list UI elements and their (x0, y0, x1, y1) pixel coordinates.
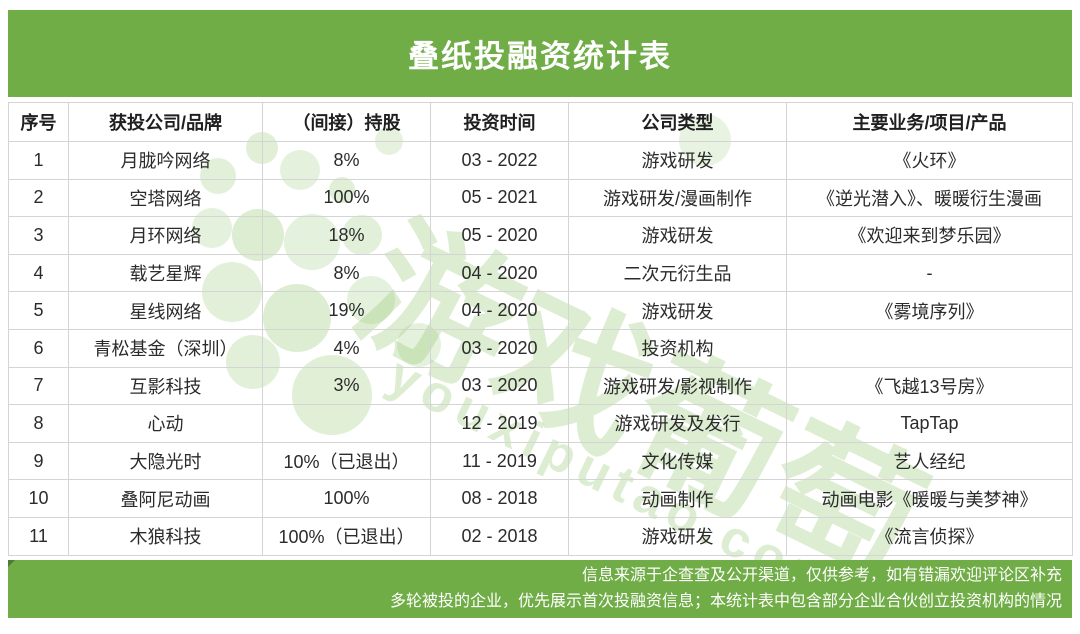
table-cell: 18% (262, 216, 431, 255)
table-row: 8 心动 12 - 2019 游戏研发及发行 TapTap (8, 404, 1073, 443)
table-cell: 投资机构 (568, 328, 787, 368)
table-cell: 《火环》 (786, 141, 1073, 180)
table-cell: 游戏研发 (568, 141, 787, 180)
table-cell: 《流言侦探》 (786, 516, 1073, 556)
table-cell: 1 (8, 141, 69, 180)
column-header: 序号 (8, 102, 69, 142)
column-header: 投资时间 (430, 102, 569, 142)
table-cell: 3 (8, 216, 69, 255)
title-banner: 叠纸投融资统计表 (8, 10, 1072, 97)
table-cell: 文化传媒 (568, 441, 787, 481)
table-cell: 19% (262, 291, 431, 330)
table-cell: 大隐光时 (68, 441, 263, 481)
table-row: 3 月环网络 18% 05 - 2020 游戏研发 《欢迎来到梦乐园》 (8, 216, 1073, 255)
table-cell: 4% (262, 328, 431, 368)
table-cell: 03 - 2022 (430, 141, 569, 180)
footer-line-1: 信息来源于企查查及公开渠道，仅供参考，如有错漏欢迎评论区补充 (581, 566, 1062, 584)
table-cell: 04 - 2020 (430, 253, 569, 293)
table-cell: 游戏研发/漫画制作 (568, 178, 787, 218)
table-cell: 12 - 2019 (430, 404, 569, 443)
table-cell: 8% (262, 141, 431, 180)
footer-line-2: 多轮被投的企业，优先展示首次投融资信息；本统计表中包含部分企业合伙创立投资机构的… (389, 592, 1062, 610)
table-row: 9 大隐光时 10%（已退出） 11 - 2019 文化传媒 艺人经纪 (8, 441, 1073, 481)
table-cell: 游戏研发 (568, 291, 787, 330)
table-cell: 8 (8, 404, 69, 443)
table-cell: 《雾境序列》 (786, 291, 1073, 330)
footer-note: 信息来源于企查查及公开渠道，仅供参考，如有错漏欢迎评论区补充 多轮被投的企业，优… (8, 559, 1072, 618)
table-row: 2 空塔网络 100% 05 - 2021 游戏研发/漫画制作 《逆光潜入》、暖暖衍生漫画 (8, 178, 1073, 218)
table-cell: 9 (8, 441, 69, 481)
table-row: 7 互影科技 3% 03 - 2020 游戏研发/影视制作 《飞越13号房》 (8, 366, 1073, 406)
table-body: 1 月胧吟网络 8% 03 - 2022 游戏研发 《火环》 2 空塔网络 100% 05 - 2… (8, 141, 1073, 556)
table-cell: TapTap (786, 404, 1073, 443)
table-cell: 动画电影《暖暖与美梦神》 (786, 479, 1073, 518)
header-row: 序号 获投公司/品牌 （间接）持股 投资时间 公司类型 主要业务/项目/产品 (8, 102, 1073, 142)
table-cell: 6 (8, 328, 69, 368)
table-row: 11 木狼科技 100%（已退出） 02 - 2018 游戏研发 《流言侦探》 (8, 516, 1073, 556)
table-cell: 动画制作 (568, 479, 787, 518)
table-cell: 100%（已退出） (262, 516, 431, 556)
table-cell: 《逆光潜入》、暖暖衍生漫画 (786, 178, 1073, 218)
table-cell: 8% (262, 253, 431, 293)
table-cell: 03 - 2020 (430, 328, 569, 368)
table-cell (786, 328, 1073, 368)
table-cell: 《飞越13号房》 (786, 366, 1073, 406)
table-cell: 月环网络 (68, 216, 263, 255)
table-cell: 心动 (68, 404, 263, 443)
table-cell: 青松基金（深圳） (68, 328, 263, 368)
cell-comment-marker-icon (8, 559, 15, 567)
table-cell: 7 (8, 366, 69, 406)
table-cell: 100% (262, 178, 431, 218)
table-row: 5 星线网络 19% 04 - 2020 游戏研发 《雾境序列》 (8, 291, 1073, 330)
table-cell: 10%（已退出） (262, 441, 431, 481)
table-cell: 月胧吟网络 (68, 141, 263, 180)
column-header: 主要业务/项目/产品 (786, 102, 1073, 142)
table-cell: - (786, 253, 1073, 293)
page-title: 叠纸投融资统计表 (408, 39, 672, 74)
table-cell: 05 - 2021 (430, 178, 569, 218)
column-header: 公司类型 (568, 102, 787, 142)
table-cell: 11 - 2019 (430, 441, 569, 481)
table-cell: 05 - 2020 (430, 216, 569, 255)
table-cell: 4 (8, 253, 69, 293)
table-cell: 02 - 2018 (430, 516, 569, 556)
table-cell: 互影科技 (68, 366, 263, 406)
table-cell: 游戏研发 (568, 216, 787, 255)
table-cell: 星线网络 (68, 291, 263, 330)
table-cell: 《欢迎来到梦乐园》 (786, 216, 1073, 255)
table-cell: 木狼科技 (68, 516, 263, 556)
table-cell: 二次元衍生品 (568, 253, 787, 293)
table-cell: 游戏研发及发行 (568, 404, 787, 443)
column-header: （间接）持股 (262, 102, 431, 142)
table-cell: 游戏研发/影视制作 (568, 366, 787, 406)
table-row: 1 月胧吟网络 8% 03 - 2022 游戏研发 《火环》 (8, 141, 1073, 180)
table-cell (262, 404, 431, 443)
table-row: 4 载艺星辉 8% 04 - 2020 二次元衍生品 - (8, 253, 1073, 293)
sheet: 叠纸投融资统计表 序号 获投公司/品牌 （间接）持股 投资时间 公司类型 主要业务/项目/… (8, 10, 1073, 618)
column-header: 获投公司/品牌 (68, 102, 263, 142)
table-cell: 10 (8, 479, 69, 518)
table-cell: 游戏研发 (568, 516, 787, 556)
table-cell: 艺人经纪 (786, 441, 1073, 481)
table-cell: 2 (8, 178, 69, 218)
table-cell: 叠阿尼动画 (68, 479, 263, 518)
table-row: 6 青松基金（深圳） 4% 03 - 2020 投资机构 (8, 328, 1073, 368)
table-row: 10 叠阿尼动画 100% 08 - 2018 动画制作 动画电影《暖暖与美梦神》 (8, 479, 1073, 518)
investment-table: 序号 获投公司/品牌 （间接）持股 投资时间 公司类型 主要业务/项目/产品 1 月胧吟网络… (8, 102, 1073, 556)
table-cell: 08 - 2018 (430, 479, 569, 518)
table-cell: 5 (8, 291, 69, 330)
table-cell: 载艺星辉 (68, 253, 263, 293)
table-cell: 04 - 2020 (430, 291, 569, 330)
table-cell: 100% (262, 479, 431, 518)
table-cell: 3% (262, 366, 431, 406)
table-cell: 空塔网络 (68, 178, 263, 218)
table-cell: 03 - 2020 (430, 366, 569, 406)
table-cell: 11 (8, 516, 69, 556)
